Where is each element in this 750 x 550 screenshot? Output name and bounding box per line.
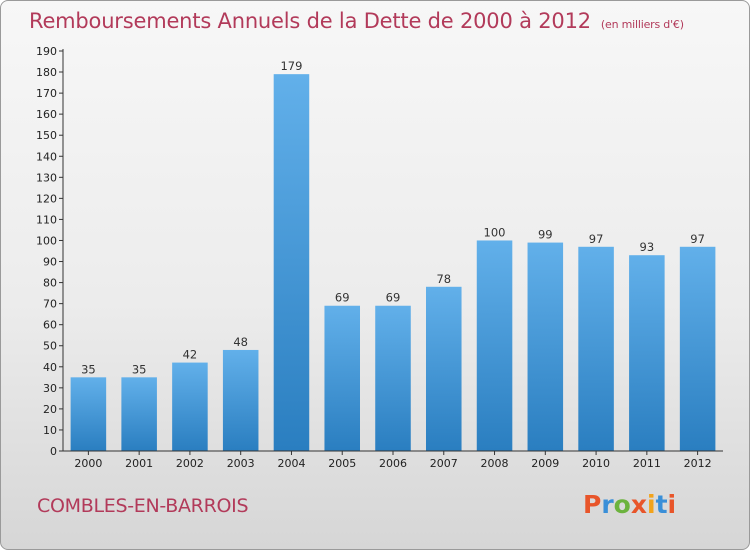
logo-letter: i — [647, 490, 656, 519]
commune-name: COMBLES-EN-BARROIS — [37, 495, 249, 517]
x-tick-label: 2007 — [430, 457, 458, 470]
data-label: 97 — [589, 232, 604, 246]
chart-title-text: Remboursements Annuels de la Dette de 20… — [29, 9, 591, 33]
bar — [527, 242, 564, 451]
y-tick-label: 150 — [36, 129, 57, 142]
data-label: 69 — [386, 291, 401, 305]
y-tick-label: 100 — [36, 234, 57, 247]
bar — [121, 377, 157, 451]
data-label: 48 — [233, 335, 248, 349]
data-label: 78 — [436, 272, 451, 286]
bar — [629, 255, 665, 451]
y-tick-label: 50 — [43, 340, 57, 353]
logo-letter: t — [655, 490, 668, 519]
proxiti-logo: Proxiti — [583, 490, 676, 519]
y-tick-label: 60 — [43, 319, 57, 332]
y-tick-label: 40 — [43, 361, 57, 374]
y-tick-label: 180 — [36, 66, 57, 79]
logo-letter: P — [583, 490, 602, 519]
x-tick-label: 2002 — [176, 457, 204, 470]
x-tick-label: 2001 — [125, 457, 153, 470]
data-label: 93 — [640, 240, 655, 254]
x-tick-label: 2009 — [531, 457, 559, 470]
bar-chart: 0 10 20 30 40 50 60 70 80 90 100 110 120 130 140 150 160… — [36, 45, 723, 470]
y-tick-label: 120 — [36, 192, 57, 205]
chart-unit: (en milliers d'€) — [600, 18, 684, 31]
y-tick-label: 170 — [36, 87, 57, 100]
bar — [426, 286, 462, 451]
data-label: 42 — [183, 348, 198, 362]
x-tick-label: 2012 — [684, 457, 712, 470]
x-tick-label: 2005 — [328, 457, 356, 470]
x-tick-label: 2004 — [277, 457, 305, 470]
data-label: 97 — [690, 232, 705, 246]
y-tick-label: 140 — [36, 150, 57, 163]
bar — [70, 377, 107, 451]
logo-letter: x — [630, 490, 647, 519]
x-tick-label: 2011 — [633, 457, 661, 470]
data-label: 100 — [484, 225, 506, 239]
chart-title: Remboursements Annuels de la Dette de 20… — [29, 9, 684, 33]
x-axis-labels: 2000 2001 2002 2003 2004 2005 2006 2007 2008 2009… — [74, 451, 712, 470]
bar — [375, 305, 411, 451]
y-tick-label: 90 — [43, 256, 57, 269]
data-label: 179 — [280, 59, 302, 73]
bar — [578, 246, 614, 451]
logo-letter: r — [601, 490, 614, 519]
y-tick-label: 160 — [36, 108, 57, 121]
y-tick-label: 130 — [36, 171, 57, 184]
bar — [679, 246, 716, 451]
bar — [222, 349, 259, 451]
x-tick-label: 2008 — [481, 457, 509, 470]
data-label: 69 — [335, 291, 350, 305]
x-tick-label: 2010 — [582, 457, 610, 470]
bars: 35 35 42 48 179 69 69 78 100 99 97 93 97 — [70, 59, 716, 451]
bar — [324, 305, 360, 451]
y-tick-label: 0 — [50, 445, 57, 458]
bar — [476, 240, 513, 451]
data-label: 35 — [132, 362, 147, 376]
logo-letter: o — [613, 490, 631, 519]
y-tick-label: 20 — [43, 403, 57, 416]
x-tick-label: 2003 — [227, 457, 255, 470]
y-tick-label: 80 — [43, 277, 57, 290]
y-tick-label: 70 — [43, 298, 57, 311]
y-tick-label: 190 — [36, 45, 57, 58]
y-axis-ticks: 0 10 20 30 40 50 60 70 80 90 100 110 120 130 140 150 160… — [36, 45, 63, 458]
x-tick-label: 2006 — [379, 457, 407, 470]
y-tick-label: 30 — [43, 382, 57, 395]
data-label: 35 — [81, 362, 96, 376]
y-tick-label: 10 — [43, 424, 57, 437]
logo-letter: i — [667, 490, 677, 519]
x-tick-label: 2000 — [74, 457, 102, 470]
bar — [172, 362, 208, 451]
bar — [273, 74, 310, 451]
y-tick-label: 110 — [36, 213, 57, 226]
data-label: 99 — [538, 228, 553, 242]
